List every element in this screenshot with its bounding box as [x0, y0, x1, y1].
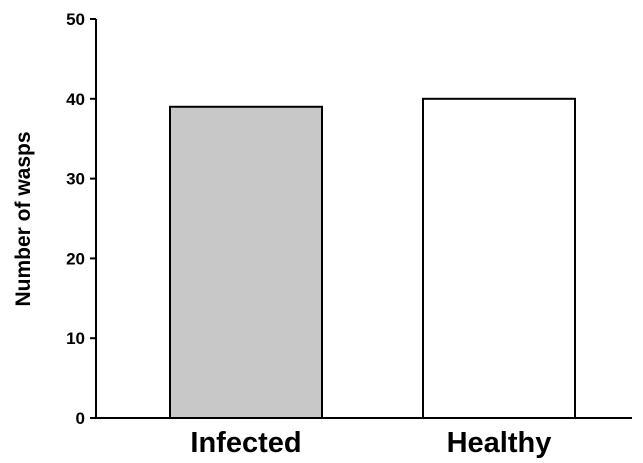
y-axis-title: Number of wasps: [12, 131, 35, 306]
axes-layer: [95, 19, 632, 419]
y-tick-label: 30: [66, 170, 85, 189]
x-category-label-healthy: Healthy: [447, 427, 552, 458]
x-category-labels: Infected Healthy: [190, 427, 552, 459]
bar-infected: [169, 105, 323, 419]
x-category-label-infected: Infected: [190, 427, 301, 458]
y-ticks-layer: 0 10 20 30 40 50: [66, 10, 96, 428]
y-tick-label: 10: [66, 329, 85, 348]
y-tick-label: 20: [66, 249, 85, 268]
bars-layer: [169, 97, 576, 420]
y-tick-label: 50: [66, 10, 85, 29]
y-tick-label: 40: [66, 90, 85, 109]
bar-healthy: [422, 97, 576, 420]
y-tick-label: 0: [76, 409, 85, 428]
